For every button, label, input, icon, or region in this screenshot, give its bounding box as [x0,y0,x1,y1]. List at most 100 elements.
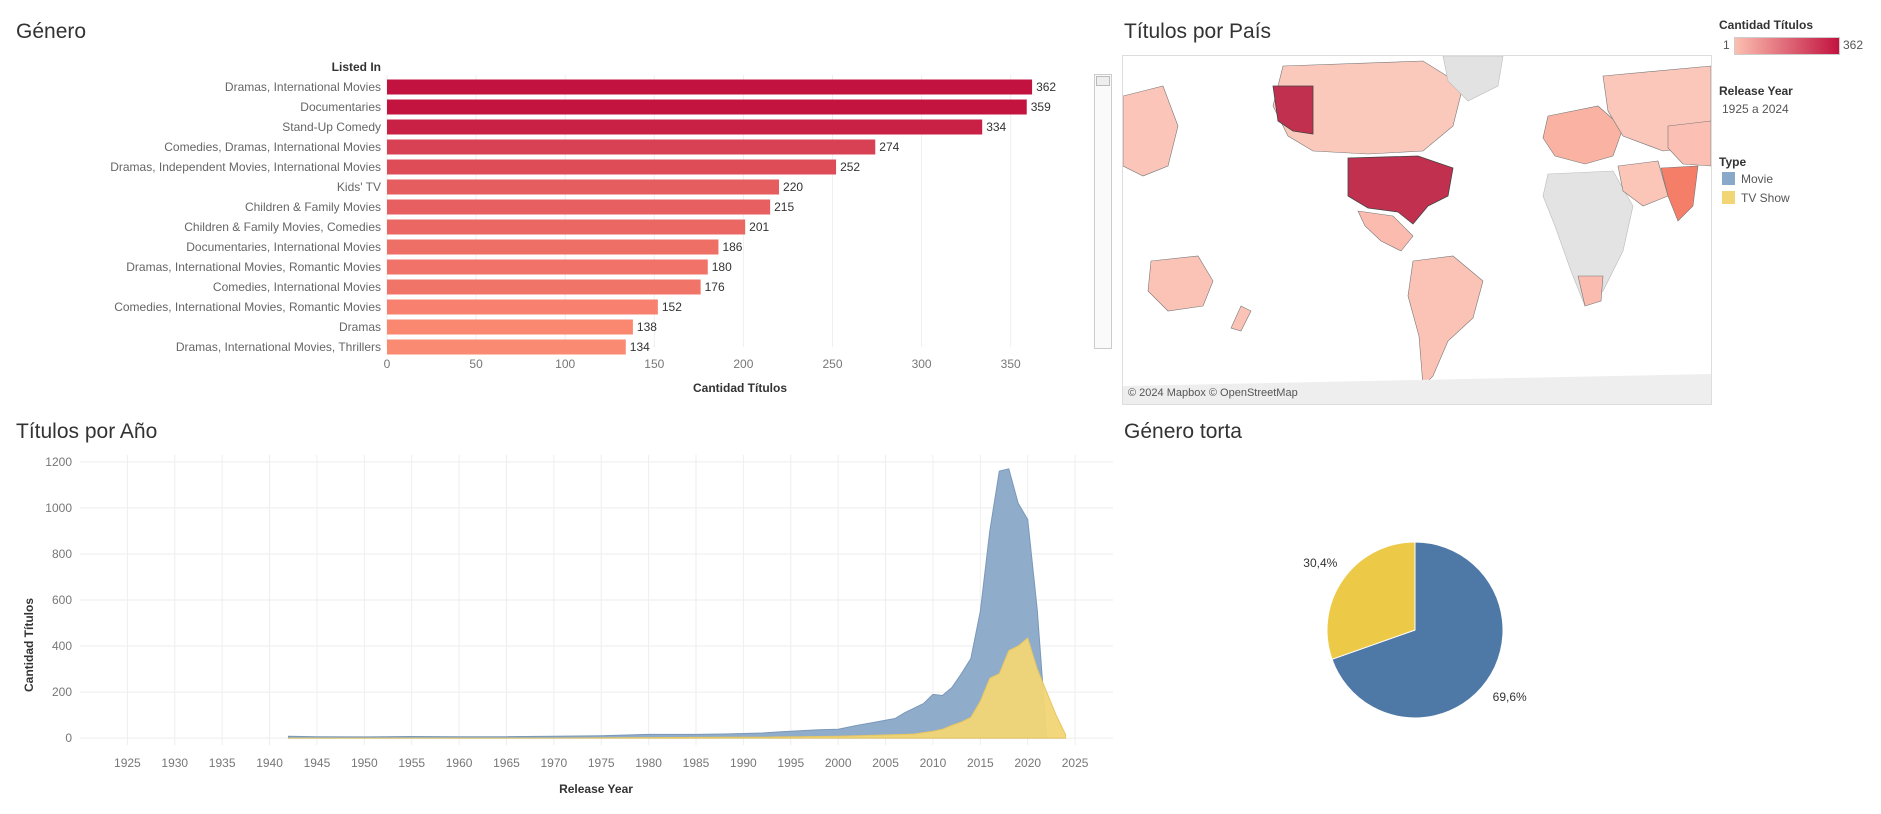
usa-region[interactable] [1347,155,1454,225]
area-series-tv-show[interactable] [287,637,1067,739]
south-africa-region[interactable] [1577,275,1604,307]
area-x-tick-label: 2025 [1062,756,1089,770]
bar-x-tick-label: 200 [733,357,753,371]
area-x-tick-label: 2010 [920,756,947,770]
bar-category-label: Comedies, International Movies, Romantic… [114,300,381,314]
area-y-tick-label: 400 [52,639,72,653]
bar-category-label: Dramas, International Movies, Romantic M… [126,260,381,274]
area-y-tick-label: 200 [52,685,72,699]
bar-mark[interactable] [387,139,876,155]
area-x-tick-label: 1980 [635,756,662,770]
south-america-region[interactable] [1407,255,1484,387]
bar-mark[interactable] [387,319,633,335]
bar-x-tick-label: 300 [912,357,932,371]
pie-slice-movie[interactable] [1331,541,1504,719]
greenland-region[interactable] [1442,56,1504,102]
area-y-tick-label: 1000 [45,501,72,515]
bar-category-label: Documentaries, International Movies [186,240,381,254]
release-legend-range[interactable]: 1925 a 2024 [1722,102,1789,116]
area-y-axis-label: Cantidad Títulos [22,598,36,692]
type-legend-tvshow-label[interactable]: TV Show [1741,191,1790,205]
bar-category-label: Dramas, Independent Movies, Internationa… [110,160,381,174]
bar-value-label: 134 [630,340,650,354]
bar-mark[interactable] [387,79,1033,95]
bar-mark[interactable] [387,119,983,135]
bar-category-label: Documentaries [300,100,381,114]
pie-percent-label: 30,4% [1303,556,1337,570]
bar-mark[interactable] [387,159,837,175]
country-map[interactable] [1122,55,1712,405]
bar-x-tick-label: 250 [822,357,842,371]
india-region[interactable] [1660,165,1699,222]
bar-category-label: Children & Family Movies, Comedies [184,220,381,234]
bar-mark[interactable] [387,99,1027,115]
bar-category-header: Listed In [332,60,381,74]
middle-east-region[interactable] [1617,160,1669,207]
genre-scrollbar-thumb[interactable] [1096,76,1110,86]
pie-slice-tv-show[interactable] [1326,541,1416,660]
bar-value-label: 138 [637,320,657,334]
area-x-tick-label: 1925 [114,756,141,770]
area-x-tick-label: 1945 [304,756,331,770]
alaska-region[interactable] [1272,85,1314,135]
genre-chart-title: Género [16,20,87,43]
pie-chart-title: Género torta [1124,420,1242,443]
bar-x-axis-label: Cantidad Títulos [693,381,787,395]
type-legend-movie-swatch[interactable] [1722,172,1735,185]
release-legend-title: Release Year [1719,84,1793,98]
area-y-tick-label: 800 [52,547,72,561]
bar-x-tick-label: 350 [1001,357,1021,371]
area-x-axis-label: Release Year [559,782,633,796]
bar-value-label: 334 [986,120,1006,134]
bar-mark[interactable] [387,219,746,235]
antarctica-region[interactable] [1123,374,1711,404]
area-x-tick-label: 2005 [872,756,899,770]
bar-category-label: Dramas [339,320,381,334]
bar-value-label: 152 [662,300,682,314]
east-asia-region[interactable] [1667,120,1711,167]
area-series-movie[interactable] [287,468,1066,739]
genre-scrollbar[interactable] [1094,74,1112,349]
east-asia-west-region[interactable] [1123,85,1179,177]
map-credit: © 2024 Mapbox © OpenStreetMap [1128,387,1298,399]
area-x-tick-label: 1930 [161,756,188,770]
type-legend-movie-label[interactable]: Movie [1741,172,1774,186]
count-legend-title: Cantidad Títulos [1719,18,1813,32]
area-x-tick-label: 1940 [256,756,283,770]
count-legend-max: 362 [1843,38,1864,52]
area-x-tick-label: 1975 [588,756,615,770]
bar-mark[interactable] [387,179,780,195]
bar-mark[interactable] [387,299,658,315]
area-x-tick-label: 1955 [398,756,425,770]
area-x-tick-label: 1990 [730,756,757,770]
genre-pie-chart[interactable]: 69,6% 30,4% [1215,480,1615,780]
bar-x-tick-label: 100 [555,357,575,371]
count-legend-gradient [1734,37,1840,55]
pie-percent-label: 69,6% [1493,690,1527,704]
bar-value-label: 201 [749,220,769,234]
bar-value-label: 359 [1031,100,1051,114]
genre-bar-chart[interactable]: Listed In 362 Dramas, International Movie… [0,55,1090,400]
new-zealand-region[interactable] [1230,305,1252,332]
bar-mark[interactable] [387,279,701,295]
bar-value-label: 215 [774,200,794,214]
bar-value-label: 220 [783,180,803,194]
bar-category-label: Comedies, Dramas, International Movies [164,140,381,154]
area-x-tick-label: 1970 [541,756,568,770]
europe-region[interactable] [1542,105,1624,165]
bar-mark[interactable] [387,339,626,355]
bar-value-label: 362 [1036,80,1056,94]
bar-x-tick-label: 50 [469,357,483,371]
bar-category-label: Comedies, International Movies [213,280,381,294]
bar-mark[interactable] [387,239,719,255]
area-x-tick-label: 2015 [967,756,994,770]
bar-value-label: 274 [879,140,899,154]
type-legend-tvshow-swatch[interactable] [1722,191,1735,204]
bar-mark[interactable] [387,199,771,215]
australia-region[interactable] [1147,255,1214,312]
year-area-chart[interactable]: 1925 1930 1935 1940 1945 1950 1955 1960 1965 1970… [0,455,1115,810]
mexico-region[interactable] [1357,210,1414,252]
bar-category-label: Stand-Up Comedy [282,120,381,134]
bar-mark[interactable] [387,259,708,275]
world-map[interactable] [1123,56,1711,404]
